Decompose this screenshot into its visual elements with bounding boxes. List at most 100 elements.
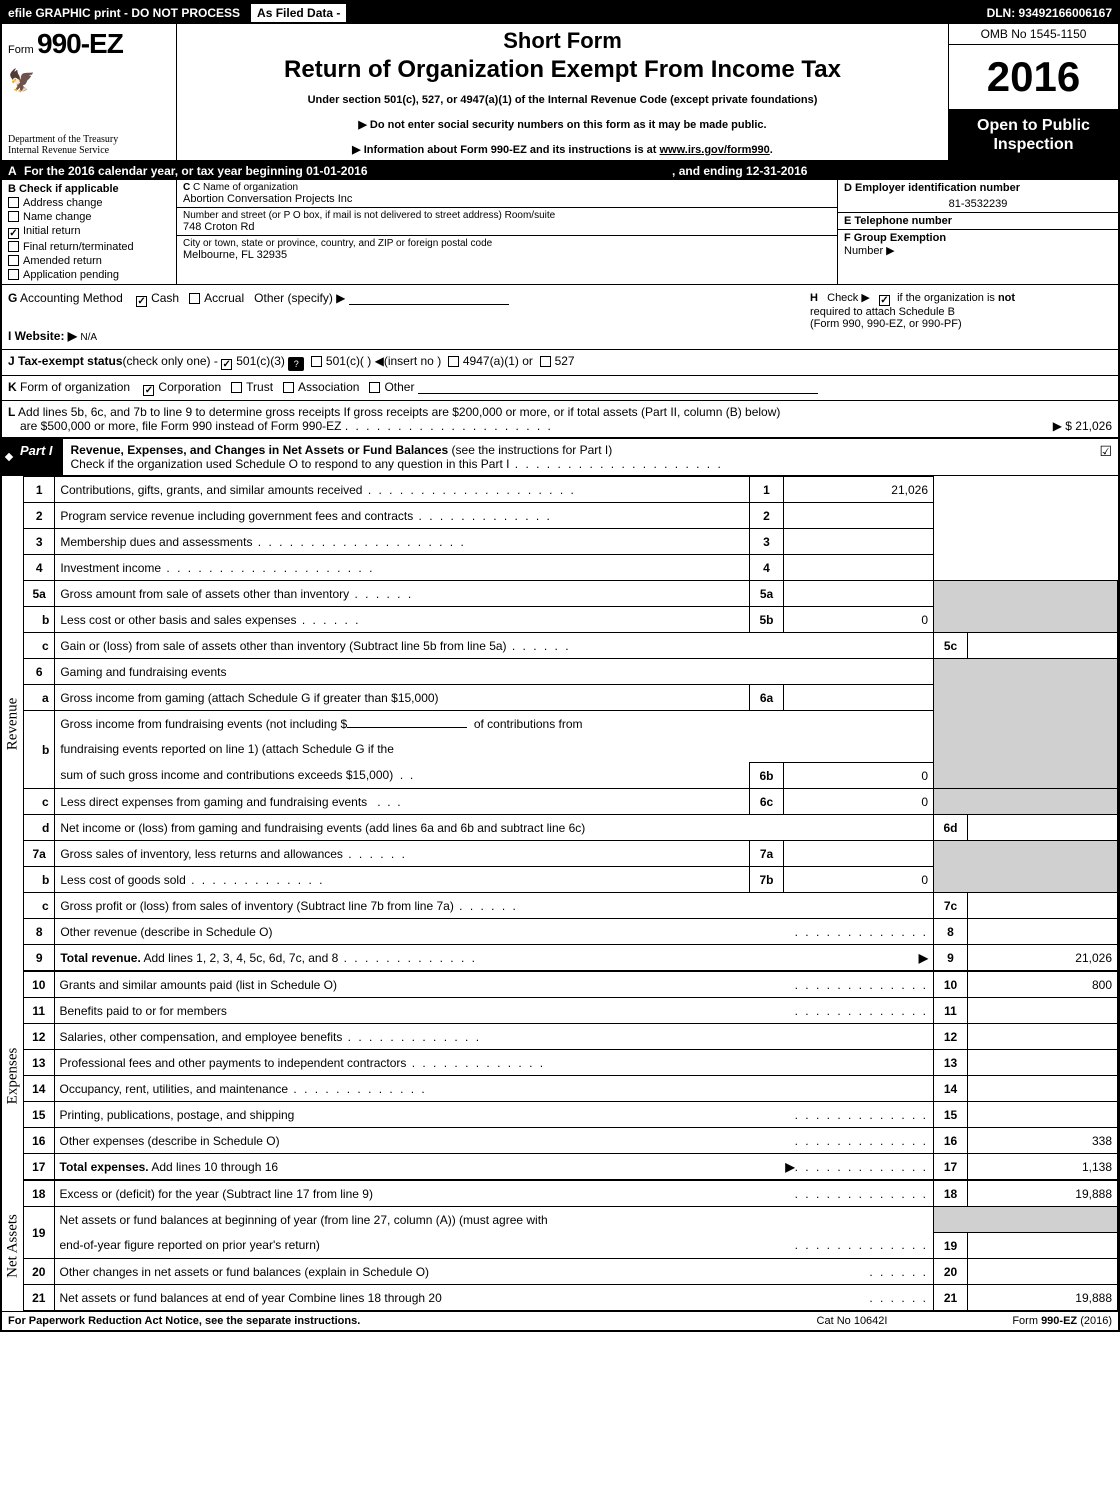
treasury-dept: Department of the Treasury Internal Reve… — [8, 134, 118, 156]
org-name-cell: C C Name of organization Abortion Conver… — [177, 180, 837, 208]
header-right-block: OMB No 1545-1150 2016 Open to Public Ins… — [948, 24, 1118, 160]
omb-number: OMB No 1545-1150 — [949, 24, 1118, 45]
line-6c: cLess direct expenses from gaming and fu… — [24, 789, 1118, 815]
col-c-org-info: C C Name of organization Abortion Conver… — [177, 180, 838, 284]
col-def: D Employer identification number 81-3532… — [838, 180, 1118, 284]
org-city-cell: City or town, state or province, country… — [177, 236, 837, 263]
check-cash[interactable]: ✓ — [136, 296, 147, 307]
line-21: 21Net assets or fund balances at end of … — [24, 1285, 1118, 1311]
line-14: 14Occupancy, rent, utilities, and mainte… — [24, 1076, 1118, 1102]
form-title-block: Short Form Return of Organization Exempt… — [177, 24, 948, 160]
line-19b: end-of-year figure reported on prior yea… — [24, 1233, 1118, 1259]
info-link-line: ▶ Information about Form 990-EZ and its … — [185, 143, 940, 156]
row-a: A For the 2016 calendar year, or tax yea… — [2, 162, 1118, 180]
line-19a: 19Net assets or fund balances at beginni… — [24, 1207, 1118, 1233]
line-20: 20Other changes in net assets or fund ba… — [24, 1259, 1118, 1285]
row-j-tax-exempt: J Tax-exempt status(check only one) - ✓5… — [2, 350, 1118, 376]
check-schedule-b[interactable]: ✓ — [879, 295, 890, 306]
form-number-block: Form 990-EZ 🦅 Department of the Treasury… — [2, 24, 177, 160]
check-address-change[interactable]: Address change — [8, 197, 170, 209]
row-g-accounting: G Accounting Method ✓Cash Accrual Other … — [2, 285, 1118, 350]
check-corporation[interactable]: ✓ — [143, 385, 154, 396]
line-12: 12Salaries, other compensation, and empl… — [24, 1024, 1118, 1050]
check-4947[interactable] — [448, 356, 459, 367]
row-l-gross-receipts: L Add lines 5b, 6c, and 7b to line 9 to … — [2, 401, 1118, 437]
help-icon[interactable]: ? — [288, 357, 304, 371]
line-2: 2Program service revenue including gover… — [24, 503, 1118, 529]
ssn-warning: ▶ Do not enter social security numbers o… — [185, 118, 940, 131]
tax-year: 2016 — [949, 45, 1118, 110]
check-accrual[interactable] — [189, 293, 200, 304]
line-4: 4Investment income4 — [24, 555, 1118, 581]
check-other-org[interactable] — [369, 382, 380, 393]
form-ref: Form 990-EZ (2016) — [952, 1315, 1112, 1327]
check-application-pending[interactable]: Application pending — [8, 269, 170, 281]
check-527[interactable] — [540, 356, 551, 367]
check-name-change[interactable]: Name change — [8, 211, 170, 223]
as-filed-label: As Filed Data - — [250, 3, 347, 23]
expenses-table: 10Grants and similar amounts paid (list … — [24, 971, 1118, 1180]
line-6: 6Gaming and fundraising events — [24, 659, 1118, 685]
form-prefix: Form — [8, 44, 34, 56]
revenue-section: Revenue 1Contributions, gifts, grants, a… — [2, 476, 1118, 971]
line-9: 9Total revenue. Add lines 1, 2, 3, 4, 5c… — [24, 945, 1118, 971]
line-8: 8Other revenue (describe in Schedule O)8 — [24, 919, 1118, 945]
line-7a: 7aGross sales of inventory, less returns… — [24, 841, 1118, 867]
net-assets-side-label: Net Assets — [2, 1180, 24, 1311]
cat-no: Cat No 10642I — [752, 1315, 952, 1327]
entity-info-section: B Check if applicable Address change Nam… — [2, 180, 1118, 285]
form-header: Form 990-EZ 🦅 Department of the Treasury… — [2, 24, 1118, 162]
phone-cell: E Telephone number — [838, 213, 1118, 230]
check-trust[interactable] — [231, 382, 242, 393]
dln-label: DLN: 93492166006167 — [981, 6, 1118, 20]
part-1-check[interactable]: ☑ — [1094, 439, 1118, 475]
revenue-side-label: Revenue — [2, 476, 24, 971]
line-18: 18Excess or (deficit) for the year (Subt… — [24, 1181, 1118, 1207]
short-form-label: Short Form — [185, 28, 940, 54]
line-10: 10Grants and similar amounts paid (list … — [24, 972, 1118, 998]
line-3: 3Membership dues and assessments3 — [24, 529, 1118, 555]
part-1-tag: Part I — [2, 439, 63, 475]
part-1-header: Part I Revenue, Expenses, and Changes in… — [2, 437, 1118, 476]
line-16: 16Other expenses (describe in Schedule O… — [24, 1128, 1118, 1154]
top-bar: efile GRAPHIC print - DO NOT PROCESS As … — [2, 2, 1118, 24]
line-15: 15Printing, publications, postage, and s… — [24, 1102, 1118, 1128]
net-assets-section: Net Assets 18Excess or (deficit) for the… — [2, 1180, 1118, 1311]
irs-link[interactable]: www.irs.gov/form990 — [660, 144, 770, 156]
form-990ez-page: efile GRAPHIC print - DO NOT PROCESS As … — [0, 0, 1120, 1332]
paperwork-notice: For Paperwork Reduction Act Notice, see … — [8, 1315, 752, 1327]
check-501c[interactable] — [311, 356, 322, 367]
expenses-side-label: Expenses — [2, 971, 24, 1180]
page-footer: For Paperwork Reduction Act Notice, see … — [2, 1311, 1118, 1330]
expenses-section: Expenses 10Grants and similar amounts pa… — [2, 971, 1118, 1180]
open-to-public: Open to Public Inspection — [949, 110, 1118, 160]
revenue-table: 1Contributions, gifts, grants, and simil… — [24, 476, 1118, 971]
row-h: H Check ▶ ✓ if the organization is not r… — [802, 291, 1112, 343]
row-k-form-org: K Form of organization ✓Corporation Trus… — [2, 376, 1118, 401]
form-number: 990-EZ — [37, 28, 123, 59]
eagle-icon: 🦅 — [8, 70, 170, 92]
line-7c: cGross profit or (loss) from sales of in… — [24, 893, 1118, 919]
line-6d: dNet income or (loss) from gaming and fu… — [24, 815, 1118, 841]
row-i: I Website: ▶ N/A — [8, 329, 802, 343]
line-5a: 5aGross amount from sale of assets other… — [24, 581, 1118, 607]
group-exemption-cell: F Group Exemption Number ▶ — [838, 230, 1118, 284]
check-501c3[interactable]: ✓ — [221, 359, 232, 370]
line-5c: cGain or (loss) from sale of assets othe… — [24, 633, 1118, 659]
line-1: 1Contributions, gifts, grants, and simil… — [24, 477, 1118, 503]
other-method-line — [349, 304, 509, 305]
org-address-cell: Number and street (or P O box, if mail i… — [177, 208, 837, 236]
efile-label: efile GRAPHIC print - DO NOT PROCESS — [2, 6, 246, 20]
form-subtitle: Under section 501(c), 527, or 4947(a)(1)… — [185, 94, 940, 106]
form-title: Return of Organization Exempt From Incom… — [185, 56, 940, 84]
ein-cell: D Employer identification number 81-3532… — [838, 180, 1118, 213]
check-association[interactable] — [283, 382, 294, 393]
line-11: 11Benefits paid to or for members11 — [24, 998, 1118, 1024]
check-final-return[interactable]: Final return/terminated — [8, 241, 170, 253]
col-b-checkboxes: B Check if applicable Address change Nam… — [2, 180, 177, 284]
line-13: 13Professional fees and other payments t… — [24, 1050, 1118, 1076]
line-17: 17Total expenses. Add lines 10 through 1… — [24, 1154, 1118, 1180]
net-assets-table: 18Excess or (deficit) for the year (Subt… — [24, 1180, 1118, 1311]
check-initial-return[interactable]: ✓Initial return — [8, 225, 170, 239]
check-amended-return[interactable]: Amended return — [8, 255, 170, 267]
